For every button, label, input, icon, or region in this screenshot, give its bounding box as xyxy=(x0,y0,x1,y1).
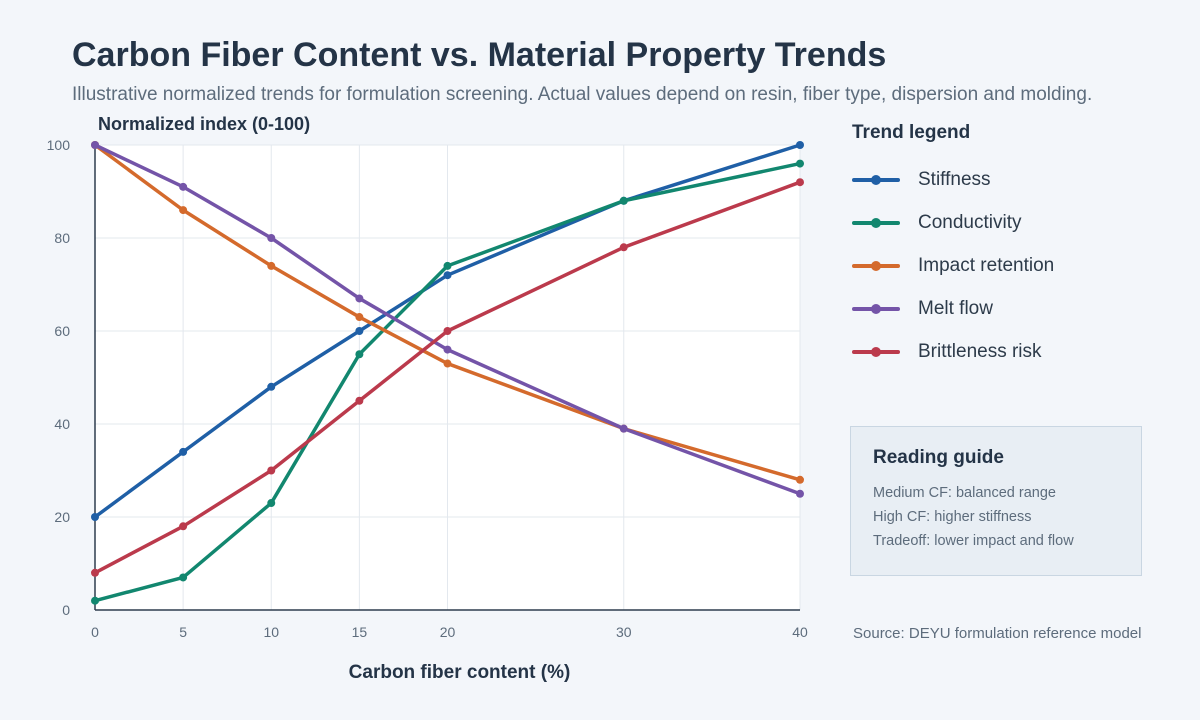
legend-swatch-dot xyxy=(871,260,881,271)
legend-item-conductivity: Conductivity xyxy=(852,201,1112,244)
x-axis-label: Carbon fiber content (%) xyxy=(349,662,571,683)
data-point-conductivity xyxy=(796,159,804,168)
data-point-impact-retention xyxy=(796,475,804,484)
legend-swatch-dot xyxy=(871,346,881,357)
data-point-brittleness-risk xyxy=(619,243,628,252)
legend-swatch xyxy=(852,217,900,228)
chart-subtitle: Illustrative normalized trends for formu… xyxy=(72,84,1093,105)
x-tick-label: 5 xyxy=(179,624,187,640)
legend-item-melt-flow: Melt flow xyxy=(852,287,1112,330)
x-tick-label: 40 xyxy=(792,624,808,640)
legend-swatch xyxy=(852,260,900,271)
legend: Trend legend Stiffness Conductivity Impact… xyxy=(852,122,1112,373)
legend-swatch xyxy=(852,346,900,357)
data-point-impact-retention xyxy=(355,313,364,322)
data-point-stiffness xyxy=(91,513,99,521)
reading-guide-line: High CF: higher stiffness xyxy=(873,509,1032,525)
data-point-conductivity xyxy=(619,196,628,205)
y-tick-label: 60 xyxy=(54,323,70,339)
data-point-stiffness xyxy=(355,327,364,335)
data-point-melt-flow xyxy=(179,182,188,191)
legend-item-brittleness-risk: Brittleness risk xyxy=(852,330,1112,373)
x-tick-label: 10 xyxy=(263,624,279,640)
reading-guide-line: Tradeoff: lower impact and flow xyxy=(873,533,1074,549)
chart-title: Carbon Fiber Content vs. Material Proper… xyxy=(72,36,887,74)
y-tick-label: 80 xyxy=(54,230,70,246)
data-point-stiffness xyxy=(179,447,188,456)
data-point-melt-flow xyxy=(619,424,628,433)
legend-swatch-dot xyxy=(871,217,881,228)
source-note: Source: DEYU formulation reference model xyxy=(853,625,1142,642)
data-point-melt-flow xyxy=(267,234,276,242)
data-point-melt-flow xyxy=(443,345,452,354)
data-point-melt-flow xyxy=(796,489,804,498)
legend-label: Brittleness risk xyxy=(918,340,1042,362)
legend-label: Stiffness xyxy=(918,168,991,190)
y-tick-label: 40 xyxy=(54,416,70,432)
y-axis-label: Normalized index (0-100) xyxy=(98,114,310,134)
data-point-impact-retention xyxy=(179,206,188,215)
legend-item-impact-retention: Impact retention xyxy=(852,244,1112,287)
data-point-impact-retention xyxy=(443,359,452,368)
data-point-melt-flow xyxy=(355,294,364,303)
data-point-stiffness xyxy=(796,141,804,149)
legend-label: Melt flow xyxy=(918,297,993,319)
data-point-stiffness xyxy=(443,271,452,280)
data-point-conductivity xyxy=(91,596,99,605)
data-point-brittleness-risk xyxy=(179,522,188,531)
legend-swatch xyxy=(852,303,900,314)
data-point-impact-retention xyxy=(267,261,276,270)
data-point-brittleness-risk xyxy=(355,396,364,405)
legend-swatch xyxy=(852,174,900,185)
y-tick-label: 100 xyxy=(47,137,71,153)
data-point-brittleness-risk xyxy=(267,466,276,475)
legend-label: Impact retention xyxy=(918,254,1055,276)
y-tick-label: 0 xyxy=(62,602,70,618)
data-point-conductivity xyxy=(355,350,364,359)
data-point-stiffness xyxy=(267,382,276,391)
reading-guide-panel: Reading guide Medium CF: balanced range … xyxy=(850,426,1142,576)
reading-guide-line: Medium CF: balanced range xyxy=(873,485,1056,501)
legend-swatch-dot xyxy=(871,174,881,185)
data-point-brittleness-risk xyxy=(443,327,452,335)
x-tick-label: 15 xyxy=(352,624,368,640)
x-tick-label: 0 xyxy=(91,624,99,640)
legend-swatch-dot xyxy=(871,303,881,314)
legend-title: Trend legend xyxy=(852,122,971,143)
legend-items: Stiffness Conductivity Impact retention Mel… xyxy=(852,158,1112,373)
data-point-brittleness-risk xyxy=(91,568,99,577)
x-tick-label: 30 xyxy=(616,624,632,640)
reading-guide-title: Reading guide xyxy=(873,447,1004,468)
legend-item-stiffness: Stiffness xyxy=(852,158,1112,201)
legend-label: Conductivity xyxy=(918,211,1022,233)
data-point-brittleness-risk xyxy=(796,178,804,187)
x-tick-label: 20 xyxy=(440,624,456,640)
data-point-conductivity xyxy=(179,573,188,582)
y-tick-label: 20 xyxy=(54,509,70,525)
data-point-conductivity xyxy=(267,499,276,508)
data-point-conductivity xyxy=(443,261,452,270)
data-point-melt-flow xyxy=(91,141,99,149)
